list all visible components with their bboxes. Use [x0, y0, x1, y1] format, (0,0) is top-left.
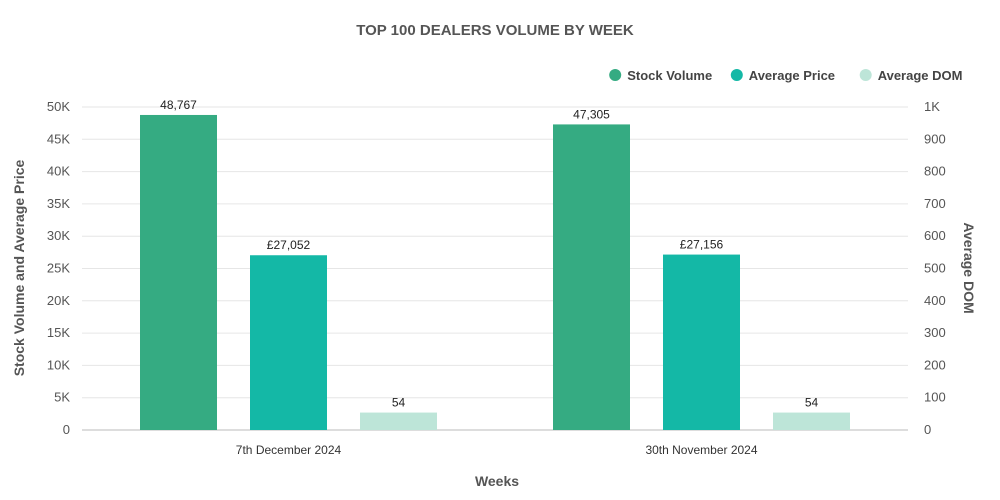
y2-tick-label: 600	[924, 228, 946, 243]
y-tick-label: 10K	[47, 357, 70, 372]
y2-tick-label: 400	[924, 293, 946, 308]
y-tick-label: 15K	[47, 325, 70, 340]
bar	[140, 114, 217, 430]
y-axis-title: Stock Volume and Average Price	[11, 160, 27, 377]
bars: 48,767 £27,052 54 47,305 £27,156 54	[140, 98, 850, 430]
y2-tick-label: 800	[924, 164, 946, 179]
x-axis: 7th December 2024 30th November 2024	[236, 443, 758, 457]
bar	[553, 124, 630, 430]
y-tick-label: 0	[63, 422, 70, 437]
y-tick-label: 25K	[47, 261, 70, 276]
y2-tick-label: 300	[924, 325, 946, 340]
y-tick-label: 45K	[47, 131, 70, 146]
y2-tick-label: 900	[924, 131, 946, 146]
y2-tick-label: 700	[924, 196, 946, 211]
data-label: 54	[805, 396, 819, 410]
chart-title: TOP 100 DEALERS VOLUME BY WEEK	[356, 22, 634, 39]
y2-tick-label: 0	[924, 422, 931, 437]
legend-label: Stock Volume	[627, 68, 712, 83]
x-tick-label: 7th December 2024	[236, 443, 342, 457]
y-axis-right: 0 100 200 300 400 500 600 700 800 900 1K	[924, 99, 946, 437]
grid	[82, 106, 908, 431]
data-label: 54	[392, 396, 406, 410]
y-tick-label: 50K	[47, 99, 70, 114]
y2-axis-title: Average DOM	[961, 222, 977, 313]
legend-item: Average Price	[730, 68, 835, 83]
legend-marker	[859, 69, 872, 81]
data-label: £27,156	[680, 238, 724, 252]
bar	[360, 412, 437, 430]
y-tick-label: 40K	[47, 164, 70, 179]
y-axis-left: 0 5K 10K 15K 20K 25K 30K 35K 40K 45K 50K	[47, 99, 70, 437]
x-axis-title: Weeks	[475, 473, 519, 489]
legend-marker	[609, 69, 622, 81]
legend: Stock Volume Average Price Average DOM	[609, 68, 962, 83]
legend-marker	[730, 69, 743, 81]
legend-item: Stock Volume	[609, 68, 712, 83]
y2-tick-label: 500	[924, 261, 946, 276]
x-tick-label: 30th November 2024	[645, 443, 757, 457]
bar	[250, 255, 327, 430]
legend-label: Average Price	[749, 68, 835, 83]
bar	[663, 254, 740, 430]
y2-tick-label: 1K	[924, 99, 940, 114]
y-tick-label: 20K	[47, 293, 70, 308]
legend-label: Average DOM	[878, 68, 963, 83]
data-label: 48,767	[160, 98, 197, 112]
y2-tick-label: 100	[924, 390, 946, 405]
bar	[773, 412, 850, 430]
y-tick-label: 5K	[54, 390, 70, 405]
legend-item: Average DOM	[859, 68, 963, 83]
data-label: 47,305	[573, 107, 610, 121]
y-tick-label: 35K	[47, 196, 70, 211]
data-label: £27,052	[267, 238, 311, 252]
y-tick-label: 30K	[47, 228, 70, 243]
y2-tick-label: 200	[924, 357, 946, 372]
